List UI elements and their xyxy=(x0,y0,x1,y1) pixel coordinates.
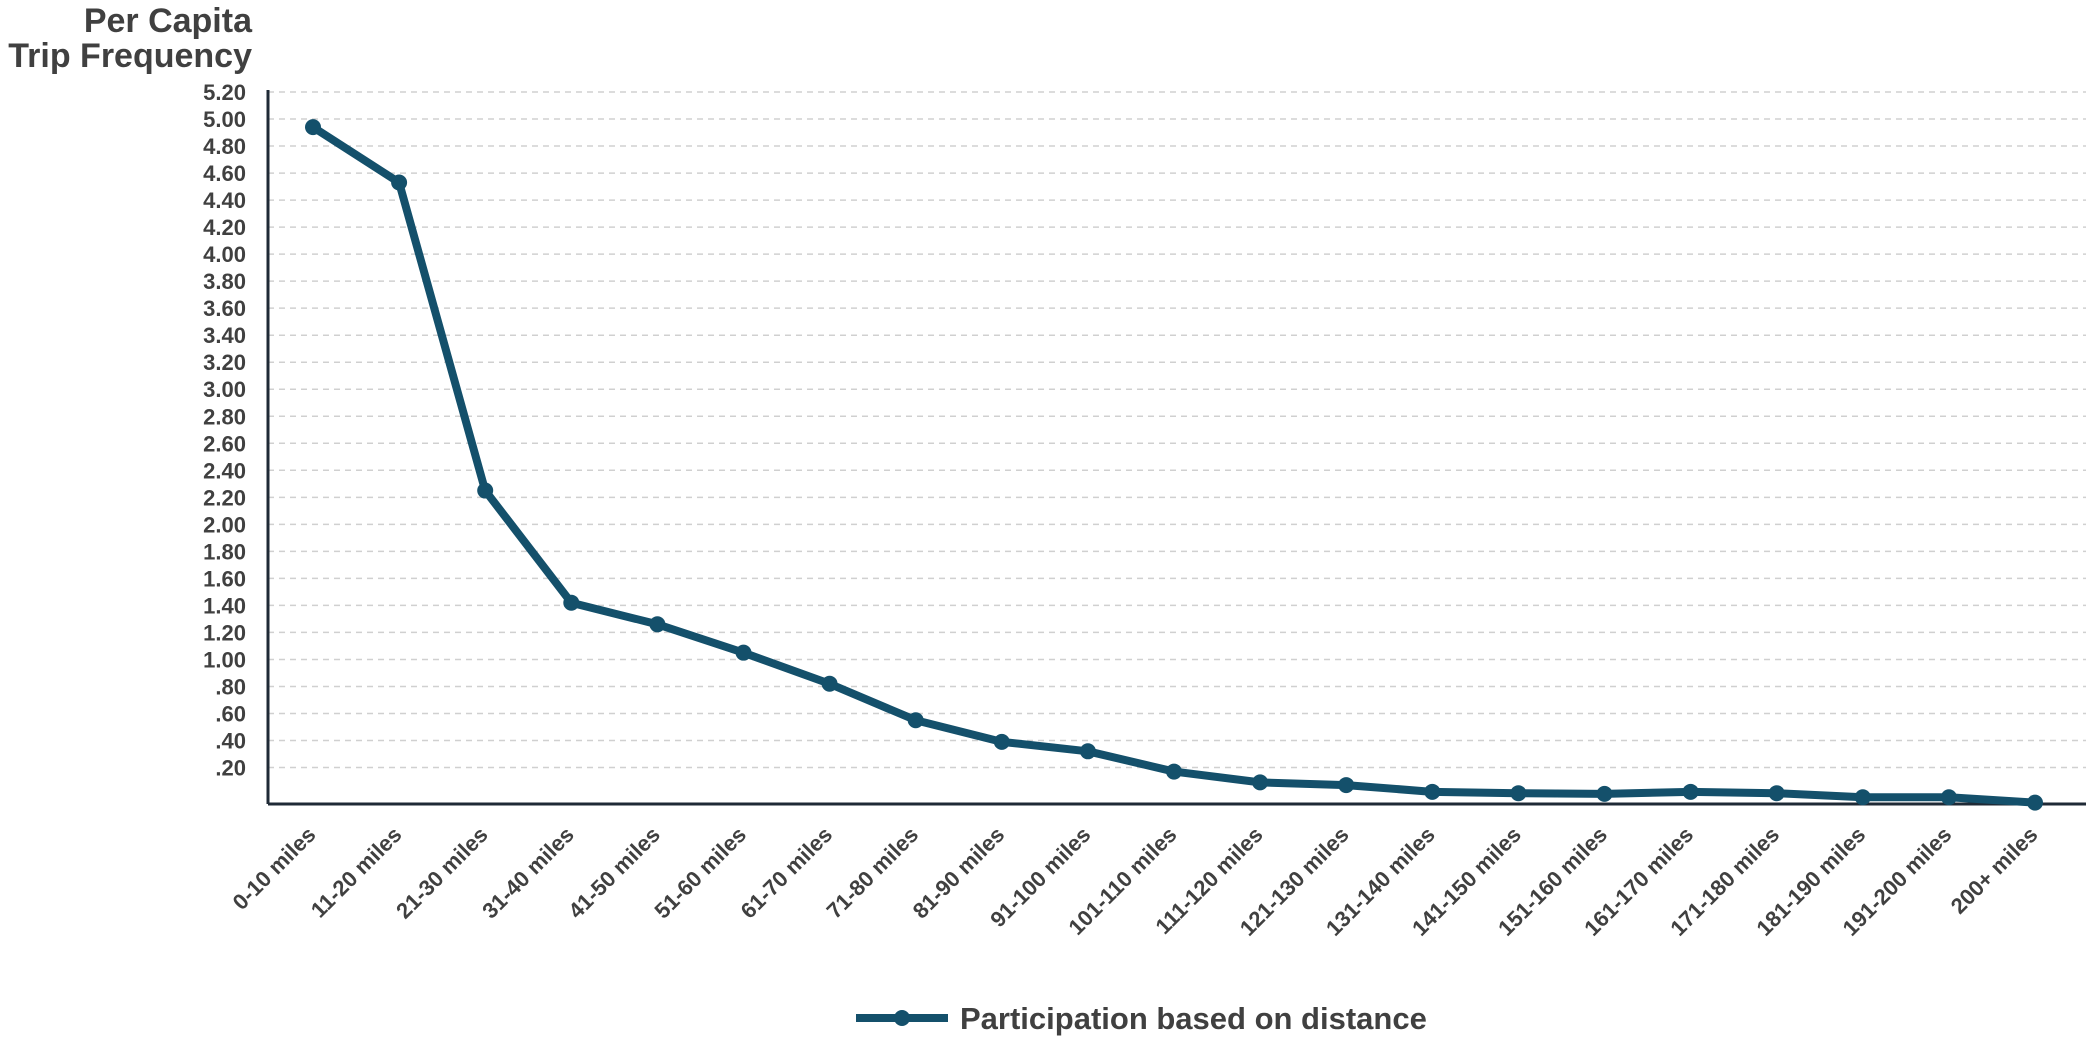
y-tick-label: 2.80 xyxy=(203,404,246,429)
y-axis-ticks: .20.40 .60.801.001.201.401.601.802.002.20… xyxy=(203,80,246,781)
data-point xyxy=(305,119,321,136)
y-tick-label: .60 xyxy=(215,701,246,726)
data-point xyxy=(1338,777,1355,794)
y-tick-label: 2.40 xyxy=(203,458,246,483)
y-tick-label: 3.00 xyxy=(203,377,246,402)
data-point xyxy=(477,482,494,499)
data-point xyxy=(1424,783,1441,800)
data-point xyxy=(649,616,666,633)
data-point xyxy=(1166,763,1182,780)
axes xyxy=(266,90,2086,806)
y-tick-label: 4.60 xyxy=(203,161,246,186)
data-point xyxy=(821,675,838,692)
x-tick-label: 200+ miles xyxy=(1946,822,2043,919)
y-tick-label: 1.60 xyxy=(203,566,246,591)
y-tick-label: 2.60 xyxy=(203,431,246,456)
x-tick-label: 21-30 miles xyxy=(391,822,493,924)
x-tick-label: 41-50 miles xyxy=(563,822,665,924)
y-tick-label: .20 xyxy=(215,756,246,781)
data-point xyxy=(1079,743,1096,760)
data-point xyxy=(1596,785,1613,802)
legend-label: Participation based on distance xyxy=(960,1001,1427,1036)
series-line xyxy=(309,123,2039,807)
y-tick-label: .40 xyxy=(215,729,246,754)
data-point xyxy=(1768,785,1785,802)
data-point xyxy=(1940,789,1957,806)
y-tick-label: 5.00 xyxy=(203,107,246,132)
gridlines xyxy=(268,91,2086,769)
legend-swatch-marker xyxy=(894,1010,910,1026)
x-tick-label: 61-70 miles xyxy=(736,822,838,924)
y-tick-label: 1.20 xyxy=(203,620,246,645)
y-tick-label: 4.40 xyxy=(203,188,246,213)
legend: Participation based on distance xyxy=(856,1001,1427,1036)
y-tick-label: 5.20 xyxy=(203,80,246,105)
data-point xyxy=(1510,785,1527,802)
data-point xyxy=(2027,794,2043,811)
y-tick-label: 3.80 xyxy=(203,269,246,294)
data-point xyxy=(1682,783,1699,800)
x-tick-label: 0-10 miles xyxy=(228,822,321,915)
y-tick-label: 3.20 xyxy=(203,350,246,375)
series-group xyxy=(305,119,2043,811)
y-tick-label: 1.00 xyxy=(203,647,246,672)
data-point xyxy=(391,174,408,191)
x-tick-label: 71-80 miles xyxy=(822,822,924,924)
y-tick-label: 2.20 xyxy=(203,485,246,510)
y-tick-label: 3.60 xyxy=(203,296,246,321)
y-axis-label-line-1: Per Capita xyxy=(84,2,253,40)
y-tick-label: 1.80 xyxy=(203,539,246,564)
data-point xyxy=(907,712,924,729)
x-tick-label: 31-40 miles xyxy=(477,822,579,924)
data-point xyxy=(563,594,580,611)
y-tick-label: 4.80 xyxy=(203,134,246,159)
data-point xyxy=(993,733,1010,750)
y-tick-label: .80 xyxy=(215,674,246,699)
y-tick-label: 4.20 xyxy=(203,215,246,240)
y-tick-label: 3.40 xyxy=(203,323,246,348)
y-tick-label: 1.40 xyxy=(203,593,246,618)
y-axis-label: Per Capita Trip Frequency xyxy=(8,2,253,75)
y-axis-label-line-2: Trip Frequency xyxy=(8,37,252,75)
data-point xyxy=(1252,774,1269,791)
y-tick-label: 4.00 xyxy=(203,242,246,267)
x-tick-label: 51-60 miles xyxy=(649,822,751,924)
y-tick-label: 2.00 xyxy=(203,512,246,537)
data-point xyxy=(1854,789,1871,806)
data-point xyxy=(735,644,752,661)
